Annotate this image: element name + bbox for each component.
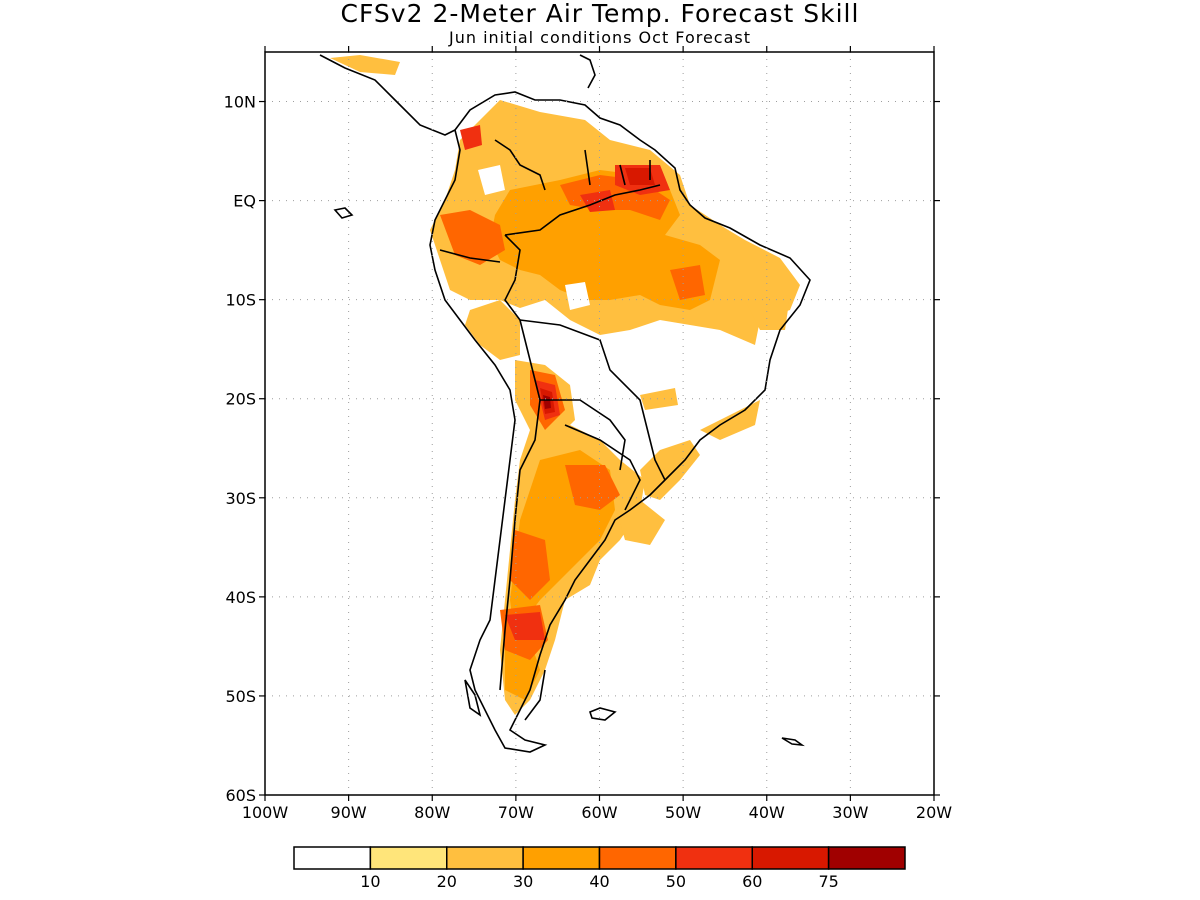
colorbar-swatch xyxy=(293,846,372,870)
lon-tick-label: 100W xyxy=(242,803,289,822)
colorbar-level-label: 40 xyxy=(589,872,609,891)
border-brazil-south xyxy=(519,319,666,481)
lon-tick-label: 50W xyxy=(665,803,701,822)
lon-tick-label: 70W xyxy=(498,803,534,822)
colorbar xyxy=(293,846,906,870)
colorbar-level-label: 10 xyxy=(360,872,380,891)
shade-uruguay xyxy=(615,500,665,545)
border-brazil xyxy=(504,184,661,236)
colorbar-swatch xyxy=(598,846,677,870)
lat-tick-label: EQ xyxy=(233,192,256,211)
coast-caribbean-islands xyxy=(579,54,596,89)
skill-shading xyxy=(330,55,800,715)
colorbar-level-label: 20 xyxy=(437,872,457,891)
colorbar-level-label: 60 xyxy=(742,872,762,891)
colorbar-swatch xyxy=(446,846,524,870)
colorbar-swatch xyxy=(522,846,601,870)
colorbar-swatch xyxy=(751,846,830,870)
shade-patagonia-60 xyxy=(505,612,545,640)
shade-peru xyxy=(465,300,520,360)
lon-tick-label: 40W xyxy=(749,803,785,822)
lon-tick-label: 20W xyxy=(916,803,952,822)
coast-falklands xyxy=(589,707,617,721)
shade-amazon-60 xyxy=(580,190,615,212)
coast-south-georgia xyxy=(781,737,805,747)
border-peru xyxy=(439,249,501,263)
lat-tick-label: 30S xyxy=(225,489,256,508)
lon-tick-label: 30W xyxy=(832,803,868,822)
shade-peru-north-60 xyxy=(460,125,482,150)
lon-axis-labels: 100W 90W 80W 70W 60W 50W 40W 30W 20W xyxy=(242,803,952,822)
lat-tick-label: 20S xyxy=(225,390,256,409)
hole-colombia xyxy=(478,165,505,195)
shade-brazil-40 xyxy=(670,265,705,300)
lat-tick-label: 10S xyxy=(225,291,256,310)
colorbar-swatch xyxy=(675,846,753,870)
shade-cuyo-40 xyxy=(510,530,550,600)
shade-s-brazil xyxy=(640,440,700,500)
colorbar-level-label: 75 xyxy=(818,872,838,891)
lat-tick-label: 40S xyxy=(225,588,256,607)
map-title: CFSv2 2-Meter Air Temp. Forecast Skill xyxy=(340,0,860,28)
colorbar-level-label: 50 xyxy=(666,872,686,891)
border-bolivia xyxy=(540,399,626,471)
border-chile xyxy=(524,669,546,721)
border-venezuela xyxy=(494,139,546,191)
border-guianas xyxy=(584,149,651,186)
colorbar-labels: 10 20 30 40 50 60 75 xyxy=(360,872,839,891)
coast-central-america xyxy=(319,54,456,136)
shade-colombia-40 xyxy=(440,210,505,265)
axis-ticks xyxy=(259,46,940,801)
hole-amazon xyxy=(565,282,590,310)
shade-central-brazil xyxy=(640,388,678,410)
shade-guianas-75 xyxy=(625,168,655,185)
lat-tick-label: 60S xyxy=(225,786,256,805)
shade-chaco-40 xyxy=(565,465,620,510)
lon-tick-label: 80W xyxy=(414,803,450,822)
colorbar-level-label: 30 xyxy=(513,872,533,891)
colorbar-swatch xyxy=(827,846,906,870)
lon-tick-label: 90W xyxy=(331,803,367,822)
lat-axis-labels: 10N EQ 10S 20S 30S 40S 50S 60S xyxy=(224,93,256,805)
coast-galapagos xyxy=(333,207,354,219)
shade-e-brazil xyxy=(745,295,790,330)
coast-south-america xyxy=(429,91,811,753)
lat-tick-label: 50S xyxy=(225,687,256,706)
colorbar-swatch xyxy=(369,846,448,870)
lon-tick-label: 60W xyxy=(581,803,617,822)
lat-tick-label: 10N xyxy=(224,93,256,112)
border-argentina xyxy=(564,424,641,511)
shade-caribbean xyxy=(330,55,400,75)
map-subtitle: Jun initial conditions Oct Forecast xyxy=(448,28,752,47)
coast-chiloe xyxy=(464,679,482,717)
coastlines xyxy=(319,54,811,753)
